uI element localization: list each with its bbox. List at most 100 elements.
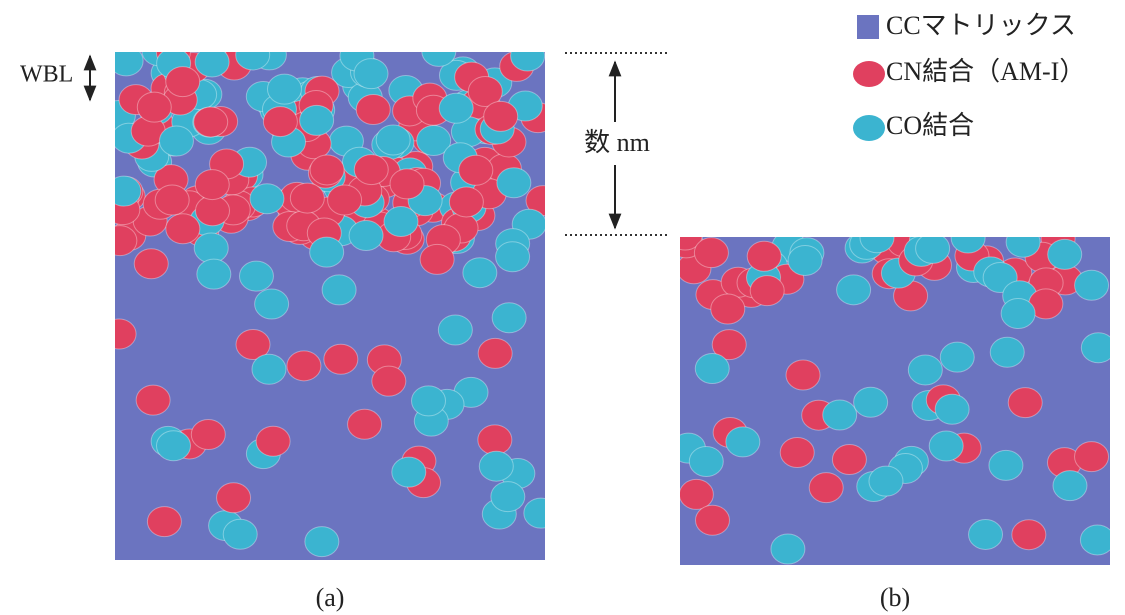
co-bond	[695, 354, 729, 384]
co-bond	[479, 451, 513, 481]
co-bond	[267, 74, 301, 104]
cn-bond	[478, 425, 512, 455]
panel-label: (b)	[880, 583, 910, 612]
co-bond	[412, 386, 446, 416]
co-bond	[195, 47, 229, 77]
cn-bond	[420, 244, 454, 274]
co-bond	[969, 519, 1003, 549]
cn-bond	[1075, 442, 1109, 472]
co-bond	[250, 184, 284, 214]
cn-bond	[780, 438, 814, 468]
co-bond	[223, 519, 257, 549]
co-bond	[1080, 525, 1114, 555]
cn-bond	[695, 505, 729, 535]
co-bond	[422, 36, 456, 66]
cn-bond	[694, 238, 728, 268]
co-bond	[869, 466, 903, 496]
co-bond	[496, 242, 530, 272]
co-bond	[929, 431, 963, 461]
thickness-label: 数 nm	[584, 128, 650, 157]
cn-bond	[263, 107, 297, 137]
cn-bond	[103, 226, 137, 256]
cn-bond	[478, 338, 512, 368]
cn-bond	[1012, 520, 1046, 550]
cn-bond	[348, 409, 382, 439]
cn-bond	[166, 214, 200, 244]
co-bond	[310, 237, 344, 267]
wbl-label: WBL	[20, 62, 73, 88]
co-bond	[935, 394, 969, 424]
co-bond	[376, 125, 410, 155]
co-bond	[157, 431, 191, 461]
panel-label: (a)	[316, 583, 345, 612]
cn-bond	[195, 170, 229, 200]
cn-bond	[679, 479, 713, 509]
co-bond	[1075, 270, 1109, 300]
co-bond	[109, 46, 143, 76]
co-bond	[726, 427, 760, 457]
cn-bond	[147, 507, 181, 537]
co-bond	[255, 289, 289, 319]
cn-bond	[324, 344, 358, 374]
cn-bond	[390, 169, 424, 199]
co-bond	[252, 354, 286, 384]
cn-bond	[747, 241, 781, 271]
co-bond	[689, 446, 723, 476]
co-bond	[990, 337, 1024, 367]
co-bond	[1081, 333, 1115, 363]
co-bond	[239, 261, 273, 291]
co-bond	[860, 223, 894, 253]
cn-bond	[136, 385, 170, 415]
legend-swatch-cn	[853, 61, 885, 87]
cn-bond	[102, 319, 136, 349]
diagram: WBL 数 nm CCマトリックス CN結合（AM-I） CO結合 (a) (b…	[0, 0, 1125, 615]
co-bond	[989, 450, 1023, 480]
co-bond	[524, 498, 558, 528]
co-bond	[788, 245, 822, 275]
co-bond	[354, 59, 388, 89]
co-bond	[1048, 239, 1082, 269]
cn-bond	[310, 155, 344, 185]
cn-bond	[194, 107, 228, 137]
co-bond	[1001, 298, 1035, 328]
co-bond	[438, 315, 472, 345]
co-bond	[107, 176, 141, 206]
co-bond	[940, 342, 974, 372]
cn-bond	[711, 294, 745, 324]
cn-bond	[287, 351, 321, 381]
cn-bond	[166, 67, 200, 97]
co-bond	[497, 168, 531, 198]
legend-label: CCマトリックス	[886, 11, 1076, 40]
legend-label: CN結合（AM-I）	[886, 57, 1085, 86]
legend-swatch-co	[853, 115, 885, 141]
co-bond	[823, 400, 857, 430]
cn-bond	[750, 276, 784, 306]
co-bond	[854, 387, 888, 417]
cn-bond	[459, 155, 493, 185]
co-bond	[837, 275, 871, 305]
co-bond	[322, 275, 356, 305]
cn-bond	[256, 426, 290, 456]
co-bond	[300, 105, 334, 135]
co-bond	[511, 41, 545, 71]
co-bond	[439, 93, 473, 123]
legend-swatch-matrix	[857, 15, 879, 39]
cn-bond	[786, 360, 820, 390]
co-bond	[771, 534, 805, 564]
co-bond	[916, 233, 950, 263]
co-bond	[159, 126, 193, 156]
co-bond	[392, 457, 426, 487]
cn-bond	[155, 185, 189, 215]
co-bond	[463, 258, 497, 288]
co-bond	[492, 303, 526, 333]
cn-bond	[196, 196, 230, 226]
cn-bond	[484, 101, 518, 131]
cn-bond	[290, 183, 324, 213]
cn-bond	[328, 185, 362, 215]
cn-bond	[356, 95, 390, 125]
co-bond	[908, 355, 942, 385]
cn-bond	[134, 249, 168, 279]
cn-bond	[809, 473, 843, 503]
cn-bond	[191, 420, 225, 450]
co-bond	[305, 527, 339, 557]
